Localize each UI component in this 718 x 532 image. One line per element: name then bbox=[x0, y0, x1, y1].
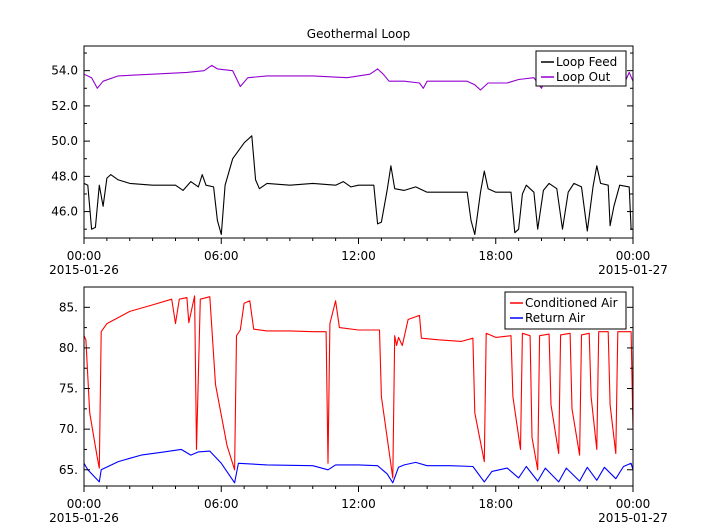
legend-label: Conditioned Air bbox=[525, 296, 618, 310]
y-tick-label: 48.0 bbox=[51, 169, 78, 183]
x-tick-label: 00:00 bbox=[616, 249, 651, 263]
x-tick-label: 00:00 bbox=[67, 497, 102, 511]
x-tick-label: 18:00 bbox=[478, 497, 513, 511]
legend-box bbox=[535, 50, 627, 87]
x-tick-date-label: 2015-01-26 bbox=[49, 511, 119, 525]
x-tick-label: 06:00 bbox=[204, 249, 239, 263]
series-line-return-air bbox=[84, 448, 633, 484]
legend-label: Return Air bbox=[525, 311, 585, 325]
x-tick-label: 12:00 bbox=[341, 249, 376, 263]
y-tick-label: 46.0 bbox=[51, 205, 78, 219]
x-tick-label: 12:00 bbox=[341, 497, 376, 511]
x-tick-date-label: 2015-01-26 bbox=[49, 263, 119, 277]
series-line-conditioned-air bbox=[84, 295, 633, 479]
y-tick-label: 65. bbox=[59, 463, 78, 477]
y-tick-label: 75. bbox=[59, 382, 78, 396]
chart-panel-1: Geothermal Loop 46.0 48.0 50.0 52.0 54.0 00:00… bbox=[49, 27, 668, 277]
x-tick-label: 06:00 bbox=[204, 497, 239, 511]
y-tick-label: 50.0 bbox=[51, 134, 78, 148]
y-tick-label: 54.0 bbox=[51, 64, 78, 78]
x-tick-date-label: 2015-01-27 bbox=[598, 263, 668, 277]
legend-label: Loop Feed bbox=[556, 55, 617, 69]
x-tick-label: 18:00 bbox=[478, 249, 513, 263]
y-tick-label: 85. bbox=[59, 300, 78, 314]
chart-title: Geothermal Loop bbox=[307, 27, 410, 41]
legend-label: Loop Out bbox=[556, 70, 611, 84]
y-tick-label: 80. bbox=[59, 341, 78, 355]
y-tick-label: 70. bbox=[59, 422, 78, 436]
x-tick-label: 00:00 bbox=[616, 497, 651, 511]
series-line-loop-feed bbox=[84, 135, 633, 236]
x-tick-date-label: 2015-01-27 bbox=[598, 511, 668, 525]
y-tick-label: 52.0 bbox=[51, 99, 78, 113]
x-tick-label: 00:00 bbox=[67, 249, 102, 263]
legend-box bbox=[504, 291, 627, 330]
